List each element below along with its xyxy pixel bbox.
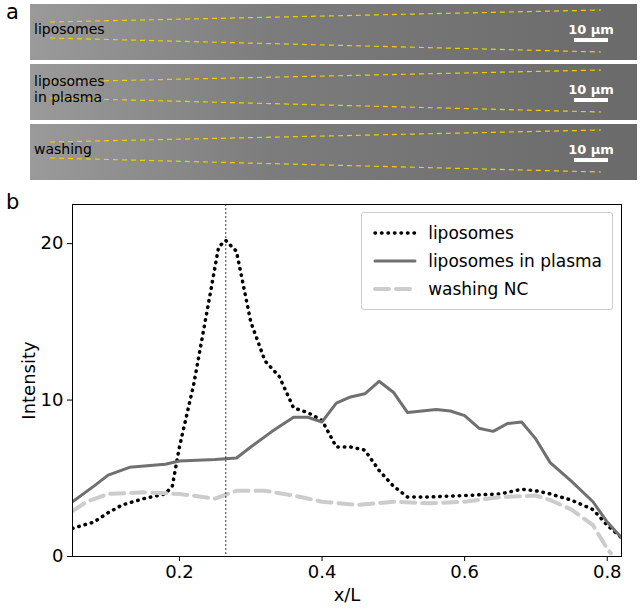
- svg-text:liposomes: liposomes: [34, 21, 105, 37]
- svg-text:washing: washing: [34, 141, 92, 157]
- svg-text:0.6: 0.6: [450, 561, 479, 582]
- svg-text:x/L: x/L: [334, 584, 361, 605]
- html-text:b: b: [6, 190, 20, 214]
- svg-text:0.4: 0.4: [308, 561, 337, 582]
- html-text:liposomes in plasma: liposomes in plasma: [428, 251, 602, 271]
- html-text:a: a: [6, 0, 19, 24]
- svg-text:10 µm: 10 µm: [568, 142, 614, 157]
- svg-text:20: 20: [41, 232, 64, 253]
- svg-text:10 µm: 10 µm: [568, 82, 614, 97]
- svg-text:Intensity: Intensity: [18, 341, 39, 420]
- svg-text:0.2: 0.2: [165, 561, 194, 582]
- svg-text:liposomesin plasma: liposomesin plasma: [34, 73, 105, 105]
- svg-text:0: 0: [52, 545, 63, 566]
- html-text:liposomes: liposomes: [428, 223, 514, 243]
- html-text:washing NC: washing NC: [428, 279, 529, 299]
- svg-text:0.8: 0.8: [593, 561, 622, 582]
- svg-text:10 µm: 10 µm: [568, 22, 614, 37]
- svg-text:10: 10: [41, 389, 64, 410]
